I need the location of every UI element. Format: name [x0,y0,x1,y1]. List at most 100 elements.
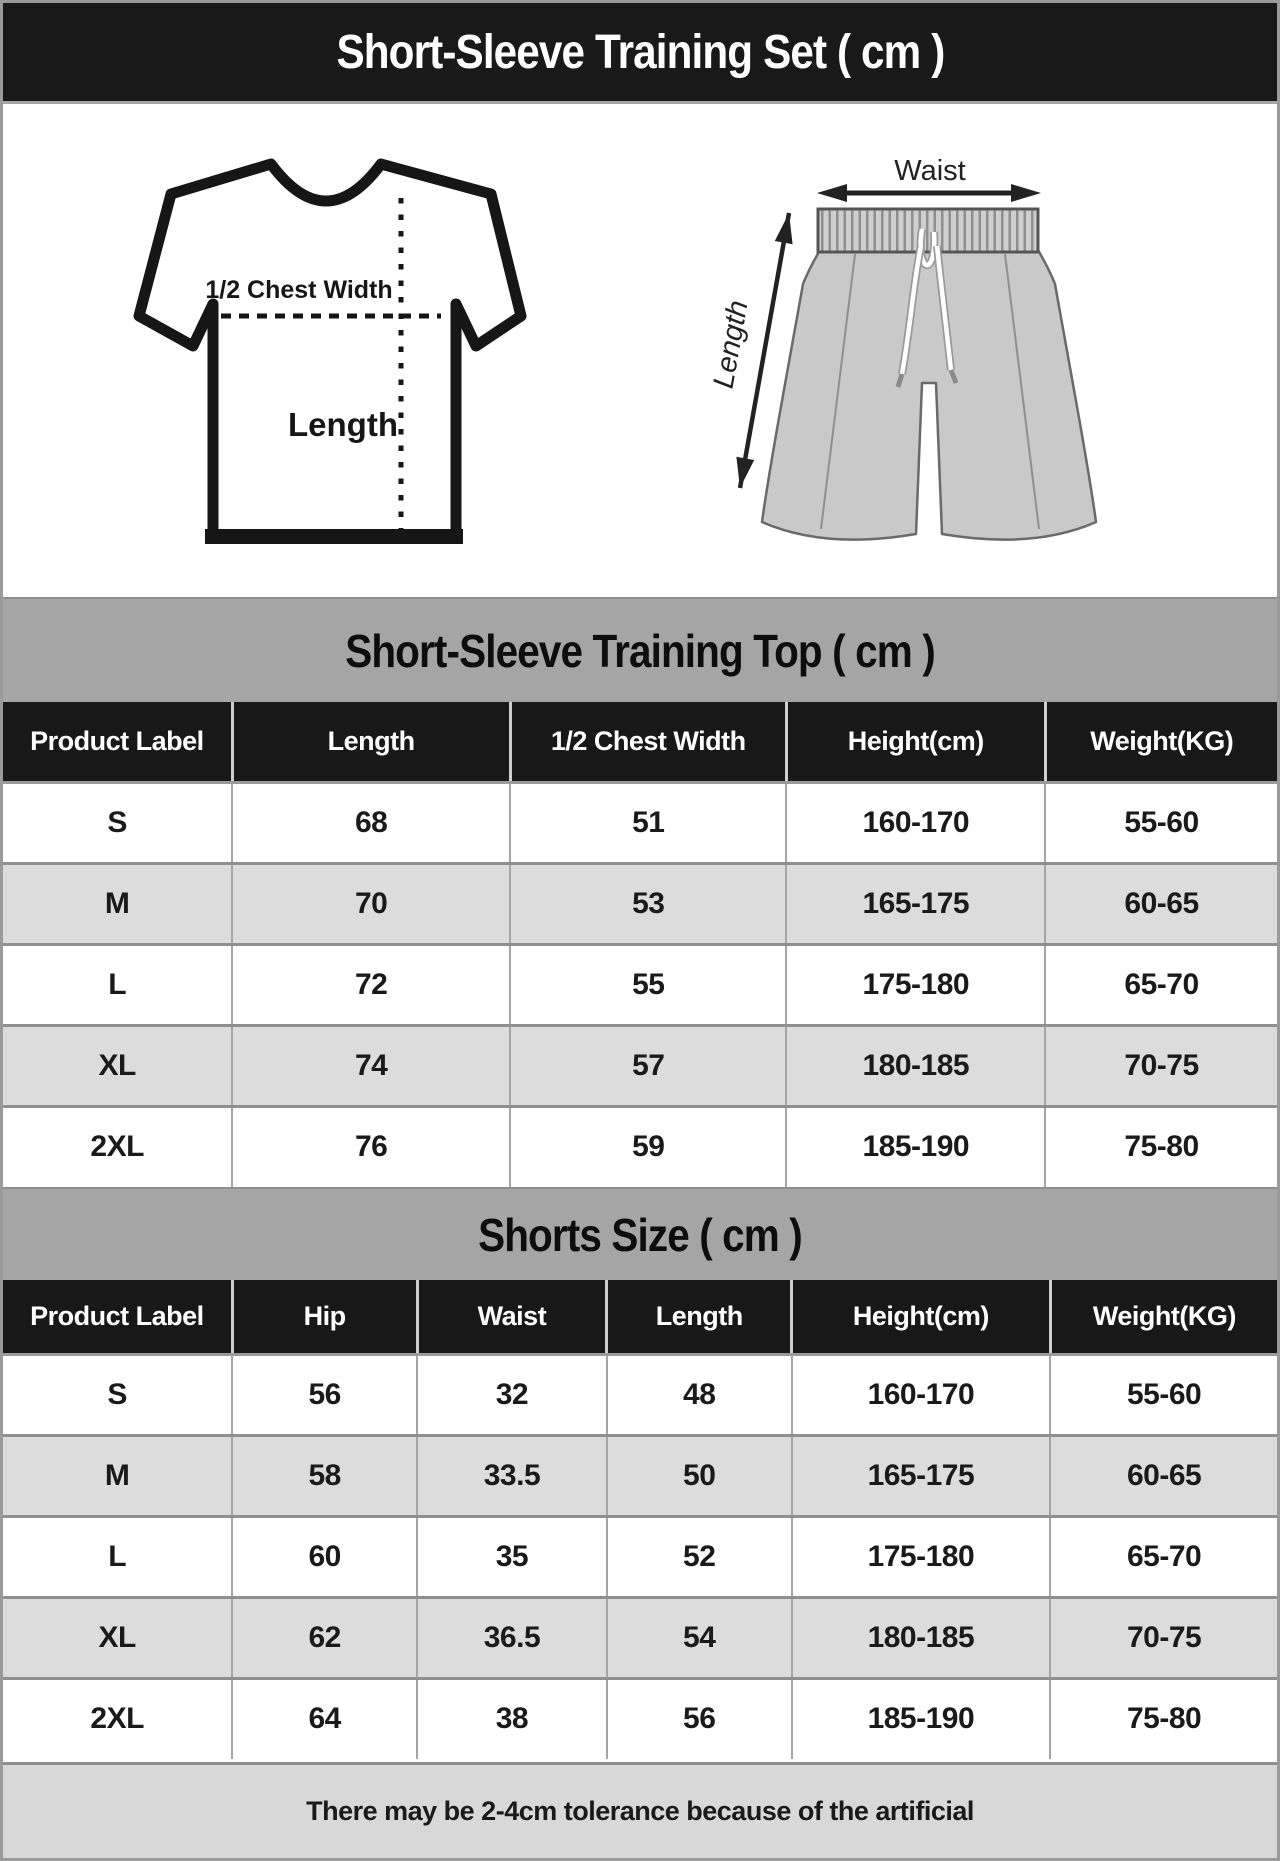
column-header: Length [232,702,512,784]
table-row: XL 74 57 180-185 70-75 [3,1023,1277,1106]
table-row: M 70 53 165-175 60-65 [3,861,1277,944]
shorts-body-shape [760,248,1098,541]
shorts-table-title-bar: Shorts Size ( cm ) [3,1187,1277,1280]
table-row: 2XL 76 59 185-190 75-80 [3,1104,1277,1187]
column-header: Waist [417,1280,609,1356]
size-cell: 60 [232,1514,419,1597]
drawstring-right-tip [948,369,959,384]
top-table-header-row: Product Label Length 1/2 Chest Width Hei… [3,702,1277,784]
size-cell: 64 [232,1676,419,1759]
size-cell: 54 [606,1595,793,1678]
size-cell: 53 [510,861,788,944]
table-row: 2XL 64 38 56 185-190 75-80 [3,1676,1277,1759]
drawstring-right-cord-white [934,245,954,371]
size-label-cell: L [3,942,234,1025]
shorts-length-arrow [737,212,792,489]
size-cell: 55-60 [1045,782,1277,863]
waist-arrowhead-left [817,184,847,202]
size-cell: 180-185 [786,1023,1047,1106]
column-header: Height(cm) [786,702,1047,784]
column-header: Length [606,1280,794,1356]
size-cell: 165-175 [791,1433,1052,1516]
size-cell: 175-180 [791,1514,1052,1597]
column-header: Height(cm) [791,1280,1052,1356]
size-label-cell: M [3,1433,234,1516]
column-header: Product Label [3,702,234,784]
size-cell: 75-80 [1050,1676,1277,1759]
size-cell: 175-180 [786,942,1047,1025]
size-cell: 185-190 [791,1676,1052,1759]
size-cell: 58 [232,1433,419,1516]
size-label-cell: 2XL [3,1104,234,1187]
shorts-size-table: Product Label Hip Waist Length Height(cm… [3,1280,1277,1759]
table-row: L 60 35 52 175-180 65-70 [3,1514,1277,1597]
size-cell: 72 [232,942,512,1025]
page-title: Short-Sleeve Training Set ( cm ) [336,25,945,79]
size-cell: 70-75 [1045,1023,1277,1106]
size-cell: 33.5 [417,1433,608,1516]
size-cell: 56 [606,1676,793,1759]
drawstring-left-cord-white [899,245,924,375]
tshirt-outline-shape [133,158,527,542]
size-cell: 52 [606,1514,793,1597]
table-row: S 68 51 160-170 55-60 [3,782,1277,863]
chest-width-label: 1/2 Chest Width [205,276,392,304]
column-header: Product Label [3,1280,234,1356]
size-cell: 62 [232,1595,419,1678]
table-row: L 72 55 175-180 65-70 [3,942,1277,1025]
size-label-cell: S [3,1354,234,1435]
shorts-diagram: Waist Length [615,134,1115,549]
size-label-cell: S [3,782,234,863]
waistband-outline [816,207,1040,254]
page-title-banner: Short-Sleeve Training Set ( cm ) [3,3,1277,104]
size-cell: 65-70 [1050,1514,1277,1597]
size-cell: 160-170 [791,1354,1052,1435]
size-cell: 35 [417,1514,608,1597]
column-header: Hip [232,1280,419,1356]
column-header: Weight(KG) [1045,702,1277,784]
tshirt-hem-band [205,529,463,544]
size-cell: 36.5 [417,1595,608,1678]
size-label-cell: XL [3,1595,234,1678]
size-cell: 59 [510,1104,788,1187]
size-cell: 65-70 [1045,942,1277,1025]
size-cell: 70 [232,861,512,944]
size-label-cell: XL [3,1023,234,1106]
table-row: S 56 32 48 160-170 55-60 [3,1354,1277,1435]
size-cell: 70-75 [1050,1595,1277,1678]
shorts-right-crease [1004,253,1040,530]
waist-arrowhead-right [1011,184,1041,202]
size-label-cell: L [3,1514,234,1597]
size-cell: 185-190 [786,1104,1047,1187]
shorts-left-crease [820,253,856,530]
column-header: Weight(KG) [1050,1280,1277,1356]
size-cell: 60-65 [1050,1433,1277,1516]
column-header: 1/2 Chest Width [510,702,788,784]
size-cell: 180-185 [791,1595,1052,1678]
top-table-title: Short-Sleeve Training Top ( cm ) [345,624,936,677]
size-cell: 165-175 [786,861,1047,944]
measurement-diagrams: 1/2 Chest Width Length Waist Length [3,104,1277,597]
tolerance-note-bar: There may be 2-4cm tolerance because of … [3,1762,1277,1858]
shorts-length-label: Length [708,298,755,391]
size-cell: 76 [232,1104,512,1187]
length-arrowhead-bottom [736,456,755,488]
size-cell: 48 [606,1354,793,1435]
size-cell: 55-60 [1050,1354,1277,1435]
drawstring-loop-white [918,228,937,268]
table-row: XL 62 36.5 54 180-185 70-75 [3,1595,1277,1678]
table-row: M 58 33.5 50 165-175 60-65 [3,1433,1277,1516]
shorts-table-title: Shorts Size ( cm ) [478,1208,803,1261]
size-label-cell: 2XL [3,1676,234,1759]
size-cell: 160-170 [786,782,1047,863]
size-cell: 60-65 [1045,861,1277,944]
size-cell: 50 [606,1433,793,1516]
tshirt-length-label: Length [288,406,398,443]
size-cell: 51 [510,782,788,863]
drawstring-left-tip [895,373,905,388]
size-cell: 55 [510,942,788,1025]
size-cell: 32 [417,1354,608,1435]
tshirt-diagram: 1/2 Chest Width Length [131,146,531,556]
size-cell: 56 [232,1354,419,1435]
